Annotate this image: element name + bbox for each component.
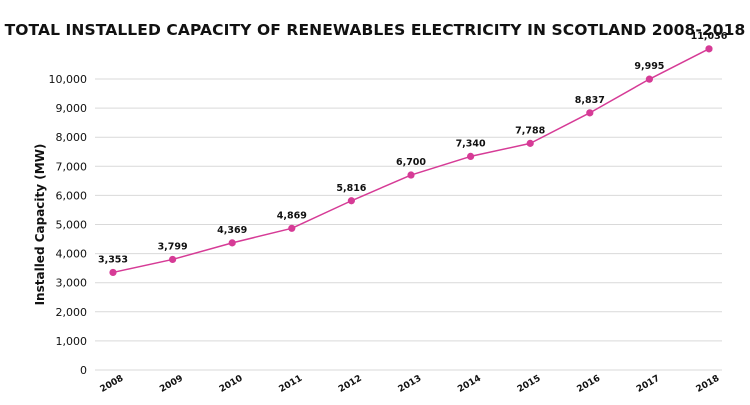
data-label: 11,036	[691, 31, 728, 42]
y-tick-label: 10,000	[49, 73, 88, 86]
y-tick-label: 2,000	[56, 306, 88, 319]
gridlines	[95, 78, 722, 371]
data-point	[526, 139, 534, 147]
data-points	[109, 45, 713, 277]
data-label: 7,340	[456, 138, 486, 149]
x-tick-label: 2011	[277, 374, 304, 395]
data-label: 9,995	[634, 61, 664, 72]
y-tick-label: 1,000	[56, 335, 88, 348]
x-tick-label: 2012	[337, 374, 364, 395]
x-tick-label: 2010	[218, 374, 245, 395]
data-labels: 3,353 3,799 4,369 4,869 5,816 6,700 7,340 7,788…	[98, 31, 728, 266]
data-label: 6,700	[396, 157, 426, 168]
x-tick-label: 2014	[456, 374, 483, 395]
data-label: 4,869	[277, 210, 307, 221]
data-point	[288, 224, 296, 232]
x-tick-label: 2016	[575, 374, 602, 395]
x-tick-label: 2008	[99, 374, 126, 395]
data-label: 8,837	[575, 95, 605, 106]
x-tick-label: 2009	[158, 374, 185, 395]
x-tick-label: 2017	[635, 374, 662, 395]
y-tick-label: 5,000	[56, 219, 88, 232]
data-label: 3,799	[158, 241, 188, 252]
data-point	[705, 45, 713, 53]
data-label: 3,353	[98, 254, 128, 265]
data-point	[586, 109, 594, 117]
y-axis-ticks: 0 1,000 2,000 3,000 4,000 5,000 6,000 7,000 8,00…	[49, 73, 88, 377]
y-tick-label: 7,000	[56, 160, 88, 173]
chart-title: TOTAL INSTALLED CAPACITY OF RENEWABLES E…	[4, 21, 746, 39]
data-label: 4,369	[217, 225, 247, 236]
data-label: 7,788	[515, 125, 545, 136]
y-tick-label: 4,000	[56, 248, 88, 261]
data-point	[109, 268, 117, 277]
x-tick-label: 2015	[516, 374, 543, 395]
y-axis-label: Installed Capacity (MW)	[33, 144, 47, 306]
x-axis-ticks: 2008 2009 2010 2011 2012 2013 2014 2015 2016 2017…	[99, 374, 722, 395]
y-tick-label: 3,000	[56, 277, 88, 290]
data-point	[169, 255, 177, 264]
data-point	[347, 197, 355, 205]
y-tick-label: 8,000	[56, 131, 88, 144]
y-tick-label: 9,000	[56, 102, 88, 115]
x-tick-label: 2013	[397, 374, 424, 395]
data-point	[407, 171, 415, 179]
y-tick-label: 6,000	[56, 189, 88, 202]
y-tick-label: 0	[80, 364, 87, 377]
data-point	[645, 75, 654, 83]
data-point	[467, 152, 475, 161]
data-point	[228, 239, 236, 247]
data-label: 5,816	[336, 183, 366, 194]
x-tick-label: 2018	[695, 374, 722, 395]
